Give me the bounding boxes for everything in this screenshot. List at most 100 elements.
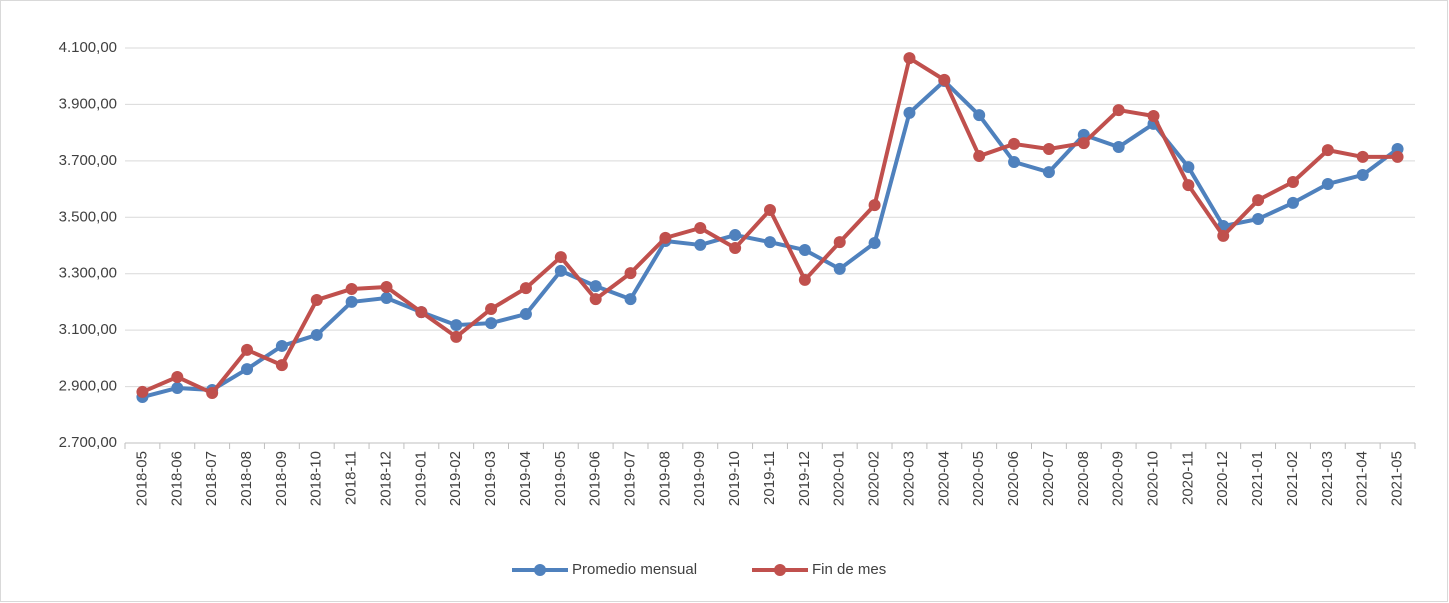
x-tick-label: 2019-03 xyxy=(482,451,499,506)
y-tick-label: 3.700,00 xyxy=(59,152,117,169)
point xyxy=(380,291,393,304)
x-tick-label: 2020-12 xyxy=(1214,451,1231,506)
point xyxy=(764,236,776,249)
point xyxy=(1112,141,1125,154)
point xyxy=(310,328,323,341)
x-tick-label: 2020-03 xyxy=(900,451,917,506)
x-tick-label: 2018-07 xyxy=(203,451,220,506)
point xyxy=(833,236,846,249)
point xyxy=(241,343,254,356)
point xyxy=(1356,168,1369,181)
point xyxy=(171,370,184,383)
point xyxy=(764,203,776,216)
point xyxy=(519,282,532,295)
point xyxy=(310,293,323,306)
x-tick-label: 2019-11 xyxy=(761,451,778,505)
x-tick-label: 2019-12 xyxy=(796,451,813,506)
x-tick-label: 2021-01 xyxy=(1249,451,1266,506)
y-tick-label: 3.900,00 xyxy=(59,95,117,112)
x-tick-label: 2019-06 xyxy=(587,451,604,506)
y-tick-label: 3.300,00 xyxy=(59,265,117,282)
x-tick-label: 2018-10 xyxy=(308,451,325,506)
point xyxy=(868,199,881,212)
point xyxy=(136,385,149,398)
point xyxy=(1112,104,1125,117)
x-tick-label: 2021-05 xyxy=(1389,451,1406,506)
x-tick-label: 2018-06 xyxy=(168,451,185,506)
point xyxy=(973,109,986,122)
x-tick-label: 2019-02 xyxy=(447,451,464,506)
point xyxy=(729,229,742,242)
x-tick-label: 2019-01 xyxy=(412,451,429,506)
point xyxy=(171,381,184,394)
y-tick-label: 3.100,00 xyxy=(59,321,117,338)
point xyxy=(868,236,881,249)
point xyxy=(1077,137,1090,150)
point xyxy=(485,302,498,315)
point xyxy=(798,244,811,257)
point xyxy=(1182,161,1195,174)
point xyxy=(554,251,567,264)
legend-marker xyxy=(534,564,546,576)
x-tick-label: 2021-02 xyxy=(1284,451,1301,506)
point xyxy=(415,306,428,319)
point xyxy=(519,308,532,321)
point xyxy=(275,339,288,352)
point xyxy=(729,242,742,255)
point xyxy=(345,295,358,308)
point xyxy=(345,282,358,295)
point xyxy=(1042,166,1055,179)
legend-label: Promedio mensual xyxy=(572,561,697,578)
y-tick-label: 2.700,00 xyxy=(59,434,117,451)
x-tick-label: 2020-05 xyxy=(970,451,987,506)
x-tick-label: 2020-07 xyxy=(1040,451,1057,506)
point xyxy=(1252,194,1265,207)
x-tick-label: 2019-10 xyxy=(726,451,743,506)
point xyxy=(1321,177,1334,190)
x-tick-label: 2018-12 xyxy=(377,451,394,506)
x-tick-label: 2020-08 xyxy=(1075,451,1092,506)
point xyxy=(1356,150,1369,163)
x-tick-label: 2019-09 xyxy=(691,451,708,506)
x-tick-label: 2018-08 xyxy=(238,451,255,506)
x-tick-label: 2020-01 xyxy=(831,451,848,506)
point xyxy=(241,363,254,376)
point xyxy=(485,317,498,330)
x-tick-label: 2021-03 xyxy=(1319,451,1336,506)
point xyxy=(1252,212,1265,225)
point xyxy=(554,264,567,277)
x-tick-label: 2020-10 xyxy=(1144,451,1161,506)
x-tick-label: 2020-02 xyxy=(866,451,883,506)
point xyxy=(1321,144,1334,157)
point xyxy=(1217,229,1230,242)
point xyxy=(206,387,219,400)
point xyxy=(833,262,846,275)
point xyxy=(1042,143,1055,156)
point xyxy=(1182,179,1195,192)
point xyxy=(694,238,707,251)
x-tick-label: 2018-05 xyxy=(133,451,150,506)
point xyxy=(380,280,393,293)
legend-marker xyxy=(774,564,786,576)
y-tick-label: 2.900,00 xyxy=(59,378,117,395)
point xyxy=(1008,137,1021,150)
point xyxy=(798,273,811,286)
point xyxy=(275,359,288,372)
point xyxy=(589,280,602,293)
x-tick-label: 2020-09 xyxy=(1110,451,1127,506)
point xyxy=(589,293,602,306)
point xyxy=(973,150,986,163)
point xyxy=(938,73,951,86)
x-tick-label: 2021-04 xyxy=(1354,451,1371,506)
point xyxy=(1391,150,1404,163)
point xyxy=(903,52,916,65)
x-tick-label: 2019-07 xyxy=(622,451,639,506)
legend-label: Fin de mes xyxy=(812,561,886,578)
point xyxy=(624,293,637,306)
x-tick-label: 2019-05 xyxy=(552,451,569,506)
x-tick-label: 2018-11 xyxy=(343,451,360,505)
x-tick-label: 2019-08 xyxy=(656,451,673,506)
